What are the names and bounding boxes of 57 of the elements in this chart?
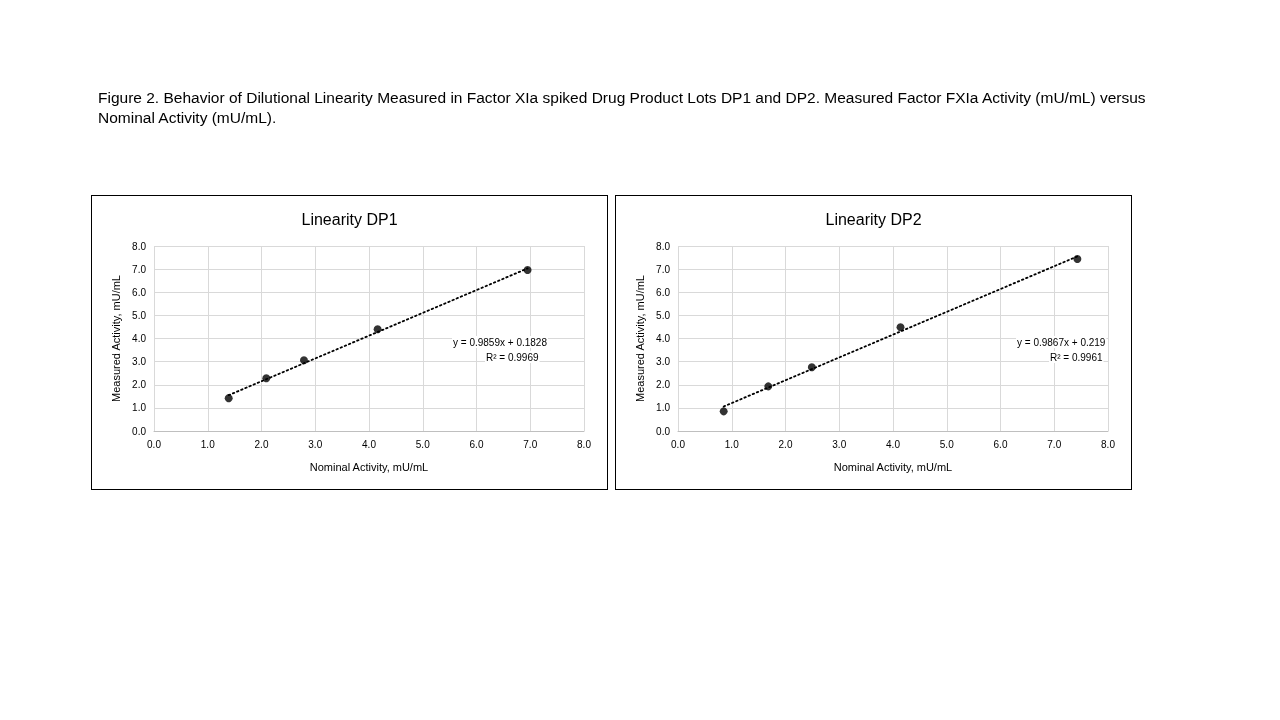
point bbox=[719, 407, 728, 416]
y-tick-label: 8.0 bbox=[656, 240, 671, 252]
x-tick-label: 1.0 bbox=[200, 438, 216, 450]
y-tick-label: 2.0 bbox=[132, 379, 147, 391]
x-tick-label: 7.0 bbox=[523, 438, 538, 450]
x-tick-label: 0.0 bbox=[147, 438, 162, 450]
annotation: R² = 0.9969 bbox=[486, 351, 539, 363]
y-tick-label: 8.0 bbox=[132, 240, 147, 252]
point bbox=[224, 394, 233, 403]
x-tick-label: 0.0 bbox=[671, 438, 686, 450]
x-tick-label: 6.0 bbox=[993, 438, 1008, 450]
caption: Figure 2. Behavior of Dilutional Linearity Measured in Factor XIa spiked Drug Product Lots DP1 and DP2. Measured Factor FXIa Activity (mU/mL) versus Nominal Activity (mU/mL). bbox=[98, 88, 1147, 128]
point bbox=[373, 325, 382, 334]
y-tick-label: 6.0 bbox=[656, 286, 671, 298]
y-tick-label: 3.0 bbox=[656, 356, 671, 368]
point bbox=[299, 356, 308, 365]
x-tick-label: 2.0 bbox=[254, 438, 269, 450]
point bbox=[262, 374, 271, 383]
y-tick-label: 1.0 bbox=[132, 402, 147, 414]
x-tick-label: 6.0 bbox=[469, 438, 484, 450]
x-tick-label: 4.0 bbox=[886, 438, 901, 450]
point bbox=[896, 323, 905, 332]
x-axis-title: Nominal Activity, mU/mL bbox=[309, 460, 429, 473]
point bbox=[523, 266, 532, 275]
y-tick-label: 6.0 bbox=[132, 286, 147, 298]
y-tick-label: 7.0 bbox=[132, 263, 147, 275]
point bbox=[807, 363, 816, 372]
annotation: y = 0.9867x + 0.219 bbox=[1017, 336, 1106, 348]
chart-title: Linearity DP1 bbox=[301, 210, 398, 228]
y-tick-label: 5.0 bbox=[132, 309, 147, 321]
y-tick-label: 0.0 bbox=[656, 425, 671, 437]
x-tick-label: 8.0 bbox=[1101, 438, 1116, 450]
annotation: y = 0.9859x + 0.1828 bbox=[453, 336, 548, 348]
x-tick-label: 5.0 bbox=[415, 438, 431, 450]
y-tick-label: 4.0 bbox=[132, 333, 147, 344]
point bbox=[764, 382, 773, 391]
x-tick-label: 8.0 bbox=[577, 438, 592, 450]
x-axis-title: Nominal Activity, mU/mL bbox=[833, 460, 953, 473]
y-axis-title: Measured Activity, mU/mL bbox=[633, 275, 646, 402]
annotation: R² = 0.9961 bbox=[1050, 351, 1103, 363]
y-tick-label: 3.0 bbox=[132, 356, 147, 368]
x-tick-label: 3.0 bbox=[308, 438, 323, 450]
x-tick-label: 1.0 bbox=[724, 438, 740, 450]
x-tick-label: 4.0 bbox=[362, 438, 377, 450]
y-tick-label: 1.0 bbox=[656, 402, 671, 414]
x-tick-label: 5.0 bbox=[939, 438, 955, 450]
x-tick-label: 7.0 bbox=[1047, 438, 1062, 450]
y-tick-label: 7.0 bbox=[656, 263, 671, 275]
point bbox=[1073, 254, 1082, 263]
y-tick-label: 0.0 bbox=[132, 425, 147, 437]
y-tick-label: 4.0 bbox=[656, 333, 671, 344]
x-tick-label: 3.0 bbox=[832, 438, 847, 450]
y-axis-title: Measured Activity, mU/mL bbox=[109, 275, 122, 402]
y-tick-label: 5.0 bbox=[656, 309, 671, 321]
y-tick-label: 2.0 bbox=[656, 379, 671, 391]
chart-title: Linearity DP2 bbox=[825, 210, 922, 228]
x-tick-label: 2.0 bbox=[778, 438, 793, 450]
